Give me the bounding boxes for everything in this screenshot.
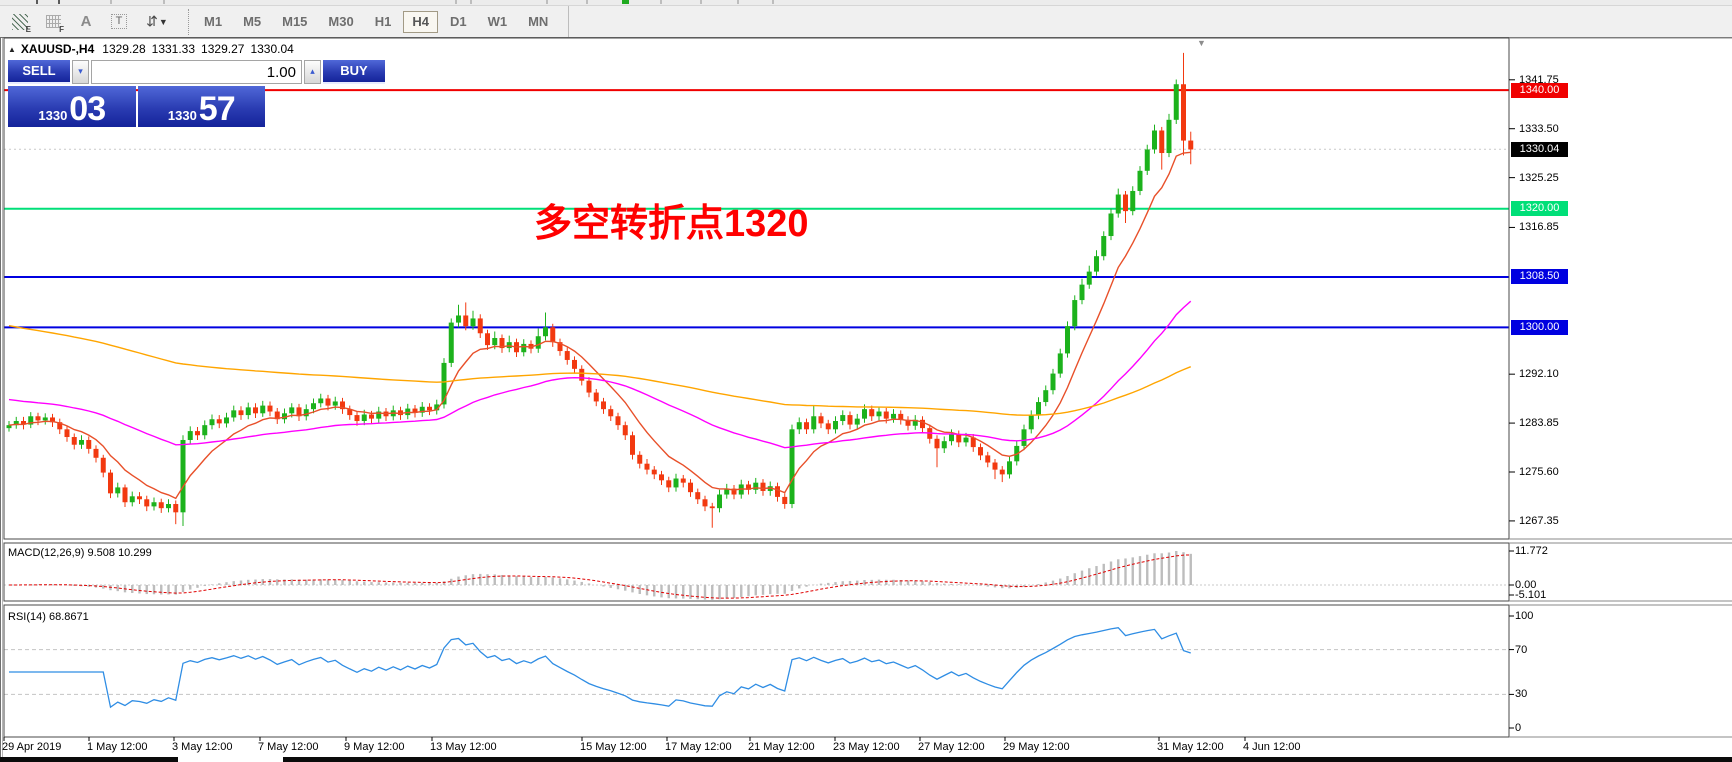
bid-digits: 03: [69, 90, 106, 128]
ask-price[interactable]: 1330 57: [137, 86, 265, 128]
date-tick-label: 9 May 12:00: [344, 741, 405, 753]
volume-increase-button[interactable]: ▴: [304, 60, 321, 84]
object-sort-icon[interactable]: ⇵ ▼: [146, 13, 168, 29]
macd-axis-label: -5.101: [1515, 589, 1547, 601]
price-tick-label: 1316.85: [1519, 221, 1559, 234]
price-tick-label: 1275.60: [1519, 466, 1559, 478]
sell-button[interactable]: SELL: [8, 60, 70, 84]
toolbar-overflow-strip: [0, 0, 1732, 6]
price-tick-label: 1267.35: [1519, 514, 1559, 527]
toolbar-separator: [568, 6, 570, 37]
chart-annotation: 多空转折点1320: [534, 203, 809, 245]
rsi-axis-label: 30: [1515, 688, 1528, 701]
date-tick-label: 29 May 12:00: [1003, 741, 1070, 753]
price-tick-label: 1283.85: [1519, 417, 1559, 430]
timeframe-m1[interactable]: M1: [204, 13, 223, 29]
timeframe-h1[interactable]: H1: [374, 13, 392, 29]
date-tick-label: 7 May 12:00: [258, 741, 319, 753]
chart-window-border: [2, 38, 3, 757]
ohlc-high: 1331.33: [151, 42, 196, 56]
price-badge: 1340.00: [1511, 82, 1568, 98]
text-label-icon[interactable]: A: [80, 13, 92, 30]
date-tick-label: 15 May 12:00: [580, 741, 647, 753]
chart-shift-marker-icon[interactable]: ▼: [1197, 38, 1206, 48]
rsi-axis-label: 0: [1515, 722, 1522, 734]
macd-values: 9.508 10.299: [87, 547, 152, 559]
date-tick-label: 27 May 12:00: [918, 741, 985, 753]
price-badge: 1300.00: [1511, 319, 1568, 335]
price-badge: 1320.00: [1511, 201, 1568, 217]
rsi-axis-label: 100: [1515, 610, 1534, 622]
toolbar-separator: [188, 8, 189, 35]
symbol-period: XAUUSD-,H4: [20, 42, 95, 56]
bottom-window-edge-gap: [178, 757, 283, 762]
expert-advisors-icon[interactable]: E: [8, 11, 32, 34]
volume-input[interactable]: [91, 60, 302, 84]
mini-indicator-icon: [622, 0, 629, 4]
date-tick-label: 29 Apr 2019: [2, 741, 62, 753]
price-badge: 1308.50: [1511, 269, 1568, 285]
price-badge: 1330.04: [1511, 141, 1568, 157]
date-tick-label: 23 May 12:00: [833, 741, 900, 753]
macd-axis-label: 11.772: [1515, 545, 1548, 557]
chart-title: ▲ XAUUSD-,H4 1329.28 1331.33 1329.27 1330.04: [8, 42, 300, 56]
macd-axis-label: 0.00: [1515, 579, 1537, 591]
chart-window-border: [0, 38, 1, 757]
bid-price[interactable]: 1330 03: [8, 86, 136, 127]
date-tick-label: 4 Jun 12:00: [1243, 741, 1301, 753]
date-tick-label: 13 May 12:00: [430, 741, 497, 753]
collapse-icon[interactable]: ▲: [8, 45, 16, 54]
ohlc-close: 1330.04: [250, 42, 294, 56]
timeframe-bar: M1 M5 M15 M30 H1 H4 D1 W1 MN: [195, 10, 560, 33]
ohlc-open: 1329.28: [102, 42, 146, 56]
timeframe-w1[interactable]: W1: [487, 13, 508, 29]
rsi-label: RSI(14) 68.8671: [8, 611, 89, 623]
timeframe-m15[interactable]: M15: [282, 13, 308, 29]
macd-label: MACD(12,26,9) 9.508 10.299: [8, 547, 152, 559]
date-tick-label: 3 May 12:00: [172, 741, 233, 753]
text-box-icon[interactable]: T: [107, 11, 131, 33]
main-toolbar: E F A T ⇵ ▼ M1 M5 M15 M30 H1 H4 D1 W1 MN: [0, 6, 1732, 38]
ask-digits: 57: [198, 90, 236, 128]
rsi-axis-label: 70: [1515, 643, 1528, 656]
one-click-trade-panel: SELL ▾ ▴ BUY 1330 03 1330 57: [8, 60, 385, 128]
buy-button[interactable]: BUY: [323, 60, 385, 84]
timeframe-mn[interactable]: MN: [528, 13, 549, 29]
date-tick-label: 21 May 12:00: [748, 741, 815, 753]
volume-decrease-button[interactable]: ▾: [72, 60, 89, 84]
date-tick-label: 1 May 12:00: [87, 741, 148, 753]
bid-base: 1330: [38, 108, 68, 123]
price-tick-label: 1333.50: [1519, 122, 1559, 135]
ask-base: 1330: [167, 108, 197, 123]
price-tick-label: 1325.25: [1519, 171, 1559, 184]
timeframe-d1[interactable]: D1: [449, 13, 467, 29]
timeframe-m30[interactable]: M30: [328, 13, 354, 29]
date-tick-label: 17 May 12:00: [665, 741, 732, 753]
date-tick-label: 31 May 12:00: [1157, 741, 1224, 753]
dropdown-caret-icon: ▼: [158, 16, 168, 27]
price-tick-label: 1292.10: [1519, 368, 1559, 381]
timeframe-h4[interactable]: H4: [403, 10, 438, 33]
rsi-value: 68.8671: [48, 611, 89, 623]
timeframe-m5[interactable]: M5: [243, 13, 262, 29]
fractal-grid-icon[interactable]: F: [41, 11, 65, 34]
ohlc-low: 1329.27: [201, 42, 245, 56]
bottom-window-edge: [0, 757, 1732, 762]
